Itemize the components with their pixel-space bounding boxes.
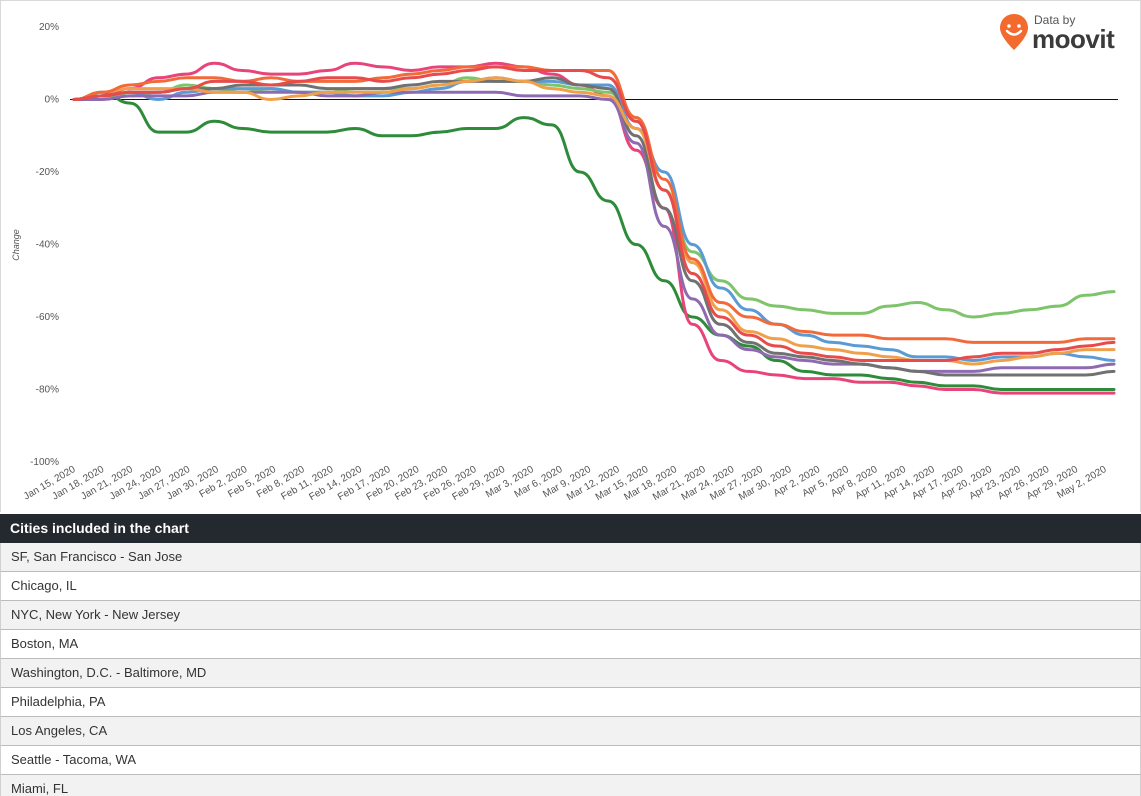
y-tick-label: 20%	[39, 22, 59, 33]
y-tick-label: -20%	[36, 167, 59, 178]
y-tick-label: -60%	[36, 312, 59, 323]
y-tick-label: -40%	[36, 240, 59, 251]
moovit-logo: Data by moovit	[999, 13, 1129, 55]
table-row: Seattle - Tacoma, WA	[0, 746, 1141, 775]
series-line	[72, 76, 1116, 366]
table-row: Boston, MA	[0, 630, 1141, 659]
cities-table: Cities included in the chart SF, San Fra…	[0, 514, 1141, 796]
series-line	[72, 65, 1116, 362]
series-line	[72, 76, 1116, 377]
table-rows: SF, San Francisco - San Jose Chicago, IL…	[0, 543, 1141, 796]
y-axis-ticks: 20% 0% -20% -40% -60% -80% -100%	[30, 22, 59, 468]
series-line	[72, 76, 1116, 319]
table-row: NYC, New York - New Jersey	[0, 601, 1141, 630]
series-line	[72, 90, 1116, 391]
y-axis-title: Change	[11, 229, 21, 261]
series-line	[72, 61, 1116, 395]
y-tick-label: -80%	[36, 385, 59, 396]
table-row: Washington, D.C. - Baltimore, MD	[0, 659, 1141, 688]
series-line	[72, 76, 1116, 362]
table-row: Miami, FL	[0, 775, 1141, 796]
y-tick-label: -100%	[30, 457, 59, 468]
series-line	[72, 65, 1116, 344]
y-tick-label: 0%	[45, 95, 60, 106]
logo-wordmark: moovit	[1032, 24, 1115, 54]
table-row: Chicago, IL	[0, 572, 1141, 601]
chart-panel: 20% 0% -20% -40% -60% -80% -100% Jan 15, 2020 J…	[0, 0, 1141, 512]
series-lines	[72, 61, 1116, 395]
table-header: Cities included in the chart	[0, 514, 1141, 543]
series-line	[72, 90, 1116, 373]
table-row: Los Angeles, CA	[0, 717, 1141, 746]
moovit-pin-icon	[1000, 14, 1028, 50]
table-row: SF, San Francisco - San Jose	[0, 543, 1141, 572]
table-row: Philadelphia, PA	[0, 688, 1141, 717]
line-chart: 20% 0% -20% -40% -60% -80% -100% Jan 15, 2020J…	[11, 22, 1118, 503]
logo-byline: Data by	[1034, 13, 1076, 27]
